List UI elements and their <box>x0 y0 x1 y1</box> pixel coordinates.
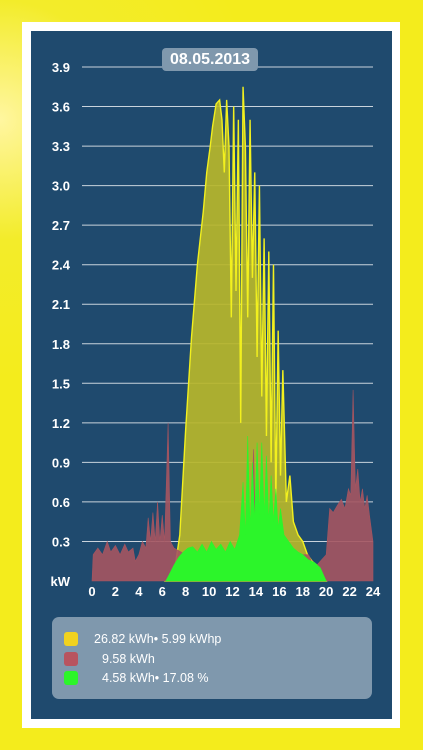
x-tick-label: 24 <box>366 584 381 599</box>
x-tick-label: 10 <box>202 584 216 599</box>
y-tick-label: 0.9 <box>52 455 70 470</box>
y-tick-label: kW <box>51 574 71 589</box>
y-tick-label: 3.0 <box>52 179 70 194</box>
legend-row-self-consumption: 4.58 kWh• 17.08 % <box>64 669 209 687</box>
x-tick-label: 6 <box>159 584 166 599</box>
x-tick-label: 14 <box>249 584 264 599</box>
x-tick-label: 0 <box>88 584 95 599</box>
consumption-legend-text: 9.58 kWh <box>102 652 155 666</box>
x-tick-label: 8 <box>182 584 189 599</box>
x-tick-label: 20 <box>319 584 333 599</box>
x-tick-label: 22 <box>342 584 356 599</box>
y-tick-label: 1.8 <box>52 337 70 352</box>
x-axis-ticks: 0 2 4 6 8 10 12 14 16 18 20 22 24 <box>88 584 381 599</box>
y-tick-label: 2.4 <box>52 258 71 273</box>
production-area <box>163 86 328 582</box>
production-swatch <box>64 632 78 646</box>
production-legend-text: 26.82 kWh• 5.99 kWhp <box>94 632 222 646</box>
date-badge[interactable]: 08.05.2013 <box>162 48 258 71</box>
x-tick-label: 2 <box>112 584 119 599</box>
self-consumption-area <box>165 436 327 582</box>
y-tick-label: 3.6 <box>52 100 70 115</box>
x-tick-label: 12 <box>225 584 239 599</box>
legend-row-consumption: 9.58 kWh <box>64 650 155 668</box>
y-tick-label: 2.7 <box>52 218 70 233</box>
y-tick-label: 0.3 <box>52 534 70 549</box>
y-axis-ticks: 3.9 3.6 3.3 3.0 2.7 2.4 2.1 1.8 1.5 1.2 0.9 0.6 0.3 k… <box>51 60 71 589</box>
y-tick-label: 3.3 <box>52 139 70 154</box>
self-consumption-swatch <box>64 671 78 685</box>
y-tick-label: 1.5 <box>52 376 70 391</box>
area-series <box>91 86 374 582</box>
x-tick-label: 18 <box>296 584 310 599</box>
y-tick-label: 3.9 <box>52 60 70 75</box>
legend-box: 26.82 kWh• 5.99 kWhp 9.58 kWh 4.58 kWh• … <box>52 617 372 699</box>
x-tick-label: 16 <box>272 584 286 599</box>
self-consumption-legend-text: 4.58 kWh• 17.08 % <box>102 671 209 685</box>
y-tick-label: 2.1 <box>52 297 70 312</box>
y-tick-label: 1.2 <box>52 416 70 431</box>
consumption-swatch <box>64 652 78 666</box>
y-tick-label: 0.6 <box>52 495 70 510</box>
x-tick-label: 4 <box>135 584 143 599</box>
legend-row-production: 26.82 kWh• 5.99 kWhp <box>64 630 221 648</box>
